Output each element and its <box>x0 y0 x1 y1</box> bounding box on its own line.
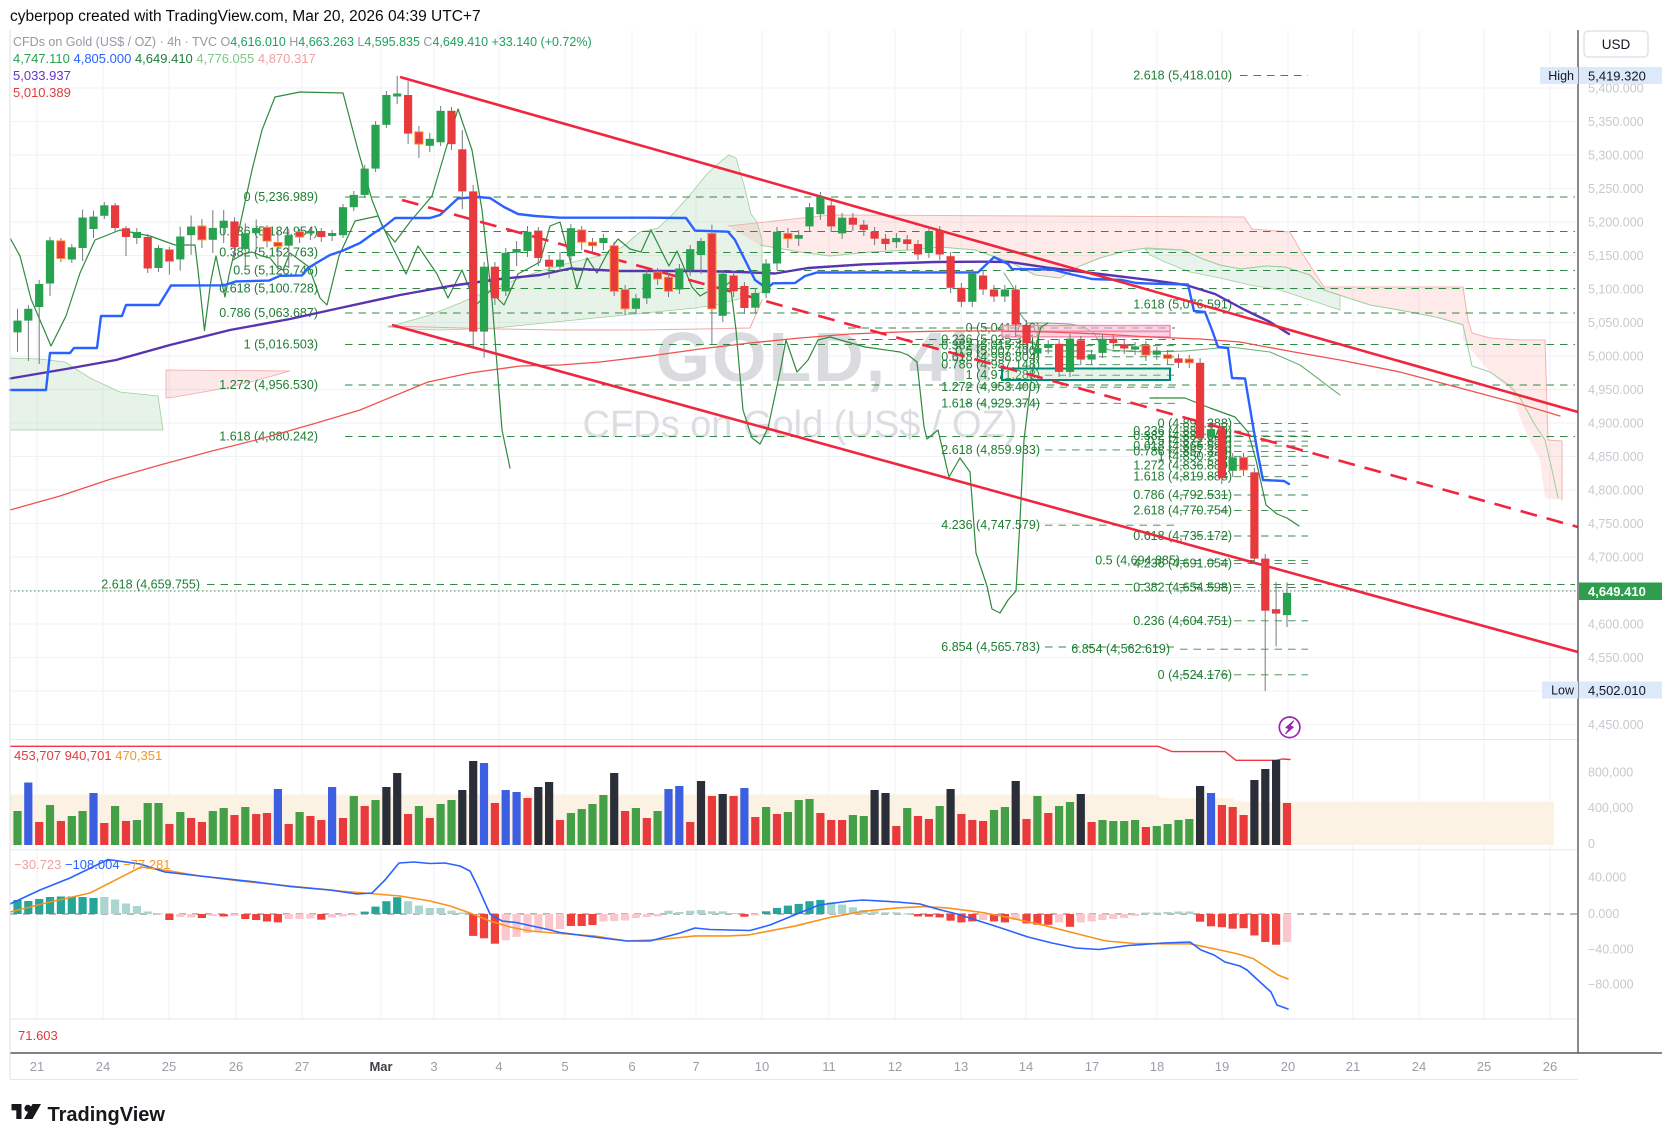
svg-text:400,000: 400,000 <box>1588 801 1633 815</box>
svg-text:19: 19 <box>1215 1059 1229 1074</box>
svg-text:Low: Low <box>1551 684 1575 698</box>
svg-text:4,649.410: 4,649.410 <box>1588 584 1646 599</box>
svg-text:5,419.320: 5,419.320 <box>1588 69 1646 84</box>
svg-text:0 (5,236.989): 0 (5,236.989) <box>244 190 318 204</box>
svg-text:6: 6 <box>628 1059 635 1074</box>
svg-text:17: 17 <box>1085 1059 1099 1074</box>
svg-text:5,033.937: 5,033.937 <box>13 68 71 83</box>
svg-text:0.618 (5,100.728): 0.618 (5,100.728) <box>219 282 318 296</box>
svg-text:2.618 (5,418.010): 2.618 (5,418.010) <box>1133 69 1232 83</box>
svg-text:18: 18 <box>1150 1059 1164 1074</box>
svg-text:4,700.000: 4,700.000 <box>1588 551 1644 565</box>
svg-text:1.272 (4,953.400): 1.272 (4,953.400) <box>941 380 1040 394</box>
svg-text:26: 26 <box>1543 1059 1557 1074</box>
svg-text:4,850.000: 4,850.000 <box>1588 450 1644 464</box>
svg-text:4,747.110 4,805.000 4,649.410: 4,747.110 4,805.000 4,649.410 4,776.055 … <box>13 51 316 66</box>
svg-text:4,550.000: 4,550.000 <box>1588 651 1644 665</box>
svg-text:1.618 (5,076.591): 1.618 (5,076.591) <box>1133 298 1232 312</box>
svg-text:5,200.000: 5,200.000 <box>1588 216 1644 230</box>
svg-text:11: 11 <box>822 1059 836 1074</box>
svg-text:800,000: 800,000 <box>1588 765 1633 779</box>
svg-text:1 (5,016.503): 1 (5,016.503) <box>244 338 318 352</box>
svg-text:40.000: 40.000 <box>1588 871 1626 885</box>
svg-text:26: 26 <box>229 1059 243 1074</box>
svg-text:−30.723 −108.004 −77.281: −30.723 −108.004 −77.281 <box>14 857 171 872</box>
svg-text:5,010.389: 5,010.389 <box>13 85 71 100</box>
svg-text:5,300.000: 5,300.000 <box>1588 149 1644 163</box>
svg-text:6.854 (4,562.619): 6.854 (4,562.619) <box>1071 642 1170 656</box>
svg-text:0.5 (5,126.746): 0.5 (5,126.746) <box>233 264 318 278</box>
svg-text:−80.000: −80.000 <box>1588 978 1634 992</box>
svg-text:0 (4,524.176): 0 (4,524.176) <box>1158 668 1232 682</box>
svg-text:0: 0 <box>1588 837 1595 851</box>
svg-text:13: 13 <box>954 1059 968 1074</box>
svg-text:24: 24 <box>96 1059 110 1074</box>
svg-text:0.618 (4,998.804): 0.618 (4,998.804) <box>941 350 1040 364</box>
svg-text:20: 20 <box>1281 1059 1295 1074</box>
svg-text:21: 21 <box>1346 1059 1360 1074</box>
svg-text:5,000.000: 5,000.000 <box>1588 350 1644 364</box>
svg-text:0.618 (4,865.594): 0.618 (4,865.594) <box>1133 439 1232 453</box>
svg-text:4,950.000: 4,950.000 <box>1588 383 1644 397</box>
svg-text:CFDs on Gold (US$ / OZ) · 4h ·: CFDs on Gold (US$ / OZ) · 4h · TVC O4,61… <box>13 35 592 49</box>
svg-text:1 (4,850.253): 1 (4,850.253) <box>1158 449 1232 463</box>
svg-text:4,450.000: 4,450.000 <box>1588 718 1644 732</box>
svg-text:TradingView: TradingView <box>48 1104 166 1126</box>
svg-text:1.272 (4,836.889): 1.272 (4,836.889) <box>1133 458 1232 472</box>
svg-text:USD: USD <box>1602 37 1631 52</box>
svg-text:25: 25 <box>162 1059 176 1074</box>
svg-text:5,350.000: 5,350.000 <box>1588 115 1644 129</box>
svg-text:21: 21 <box>30 1059 44 1074</box>
svg-text:0.786 (4,857.320): 0.786 (4,857.320) <box>1133 445 1232 459</box>
svg-text:0.5 (4,694.885): 0.5 (4,694.885) <box>1095 553 1180 567</box>
svg-text:12: 12 <box>888 1059 902 1074</box>
svg-text:0.5 (5,007.400): 0.5 (5,007.400) <box>955 344 1040 358</box>
svg-text:2.618 (4,770.754): 2.618 (4,770.754) <box>1133 503 1232 517</box>
svg-text:0.236 (4,604.751): 0.236 (4,604.751) <box>1133 614 1232 628</box>
svg-text:0.000: 0.000 <box>1588 907 1619 921</box>
svg-text:7: 7 <box>692 1059 699 1074</box>
svg-text:0.382 (4,654.598): 0.382 (4,654.598) <box>1133 581 1232 595</box>
svg-text:2.618 (4,859.933): 2.618 (4,859.933) <box>941 443 1040 457</box>
svg-text:4,800.000: 4,800.000 <box>1588 484 1644 498</box>
svg-text:1.618 (4,819.888): 1.618 (4,819.888) <box>1133 470 1232 484</box>
svg-text:4.236 (4,691.054): 4.236 (4,691.054) <box>1133 557 1232 571</box>
svg-text:cyberpop created with TradingV: cyberpop created with TradingView.com, M… <box>10 8 481 25</box>
svg-text:4,502.010: 4,502.010 <box>1588 683 1646 698</box>
svg-text:71.603: 71.603 <box>18 1028 58 1043</box>
svg-text:27: 27 <box>295 1059 309 1074</box>
svg-text:1.618 (4,929.374): 1.618 (4,929.374) <box>941 396 1040 410</box>
svg-text:5,050.000: 5,050.000 <box>1588 316 1644 330</box>
svg-text:5,150.000: 5,150.000 <box>1588 249 1644 263</box>
svg-text:14: 14 <box>1019 1059 1033 1074</box>
svg-text:4,750.000: 4,750.000 <box>1588 517 1644 531</box>
svg-text:−40.000: −40.000 <box>1588 942 1634 956</box>
svg-text:5,100.000: 5,100.000 <box>1588 283 1644 297</box>
svg-text:4.236 (4,747.579): 4.236 (4,747.579) <box>941 518 1040 532</box>
svg-text:CFDs on Gold (US$ / OZ): CFDs on Gold (US$ / OZ) <box>583 404 1018 446</box>
svg-text:6.854 (4,565.783): 6.854 (4,565.783) <box>941 640 1040 654</box>
svg-text:0.786 (5,063.687): 0.786 (5,063.687) <box>219 306 318 320</box>
svg-text:5,400.000: 5,400.000 <box>1588 82 1644 96</box>
svg-text:0.382 (5,015.401): 0.382 (5,015.401) <box>941 339 1040 353</box>
svg-text:High: High <box>1548 69 1574 83</box>
svg-text:3: 3 <box>430 1059 437 1074</box>
svg-text:5: 5 <box>561 1059 568 1074</box>
svg-text:25: 25 <box>1477 1059 1491 1074</box>
svg-text:5,250.000: 5,250.000 <box>1588 182 1644 196</box>
svg-text:1.272 (4,956.530): 1.272 (4,956.530) <box>219 378 318 392</box>
svg-text:Mar: Mar <box>369 1059 392 1074</box>
svg-text:2.618 (4,659.755): 2.618 (4,659.755) <box>101 578 200 592</box>
svg-text:0.618 (4,735.172): 0.618 (4,735.172) <box>1133 529 1232 543</box>
svg-text:0.786 (4,792.531): 0.786 (4,792.531) <box>1133 488 1232 502</box>
svg-text:4,900.000: 4,900.000 <box>1588 417 1644 431</box>
svg-text:10: 10 <box>755 1059 769 1074</box>
svg-text:453,707 940,701 470,351: 453,707 940,701 470,351 <box>14 748 162 763</box>
svg-text:4: 4 <box>495 1059 502 1074</box>
svg-text:4,600.000: 4,600.000 <box>1588 618 1644 632</box>
svg-text:24: 24 <box>1412 1059 1426 1074</box>
